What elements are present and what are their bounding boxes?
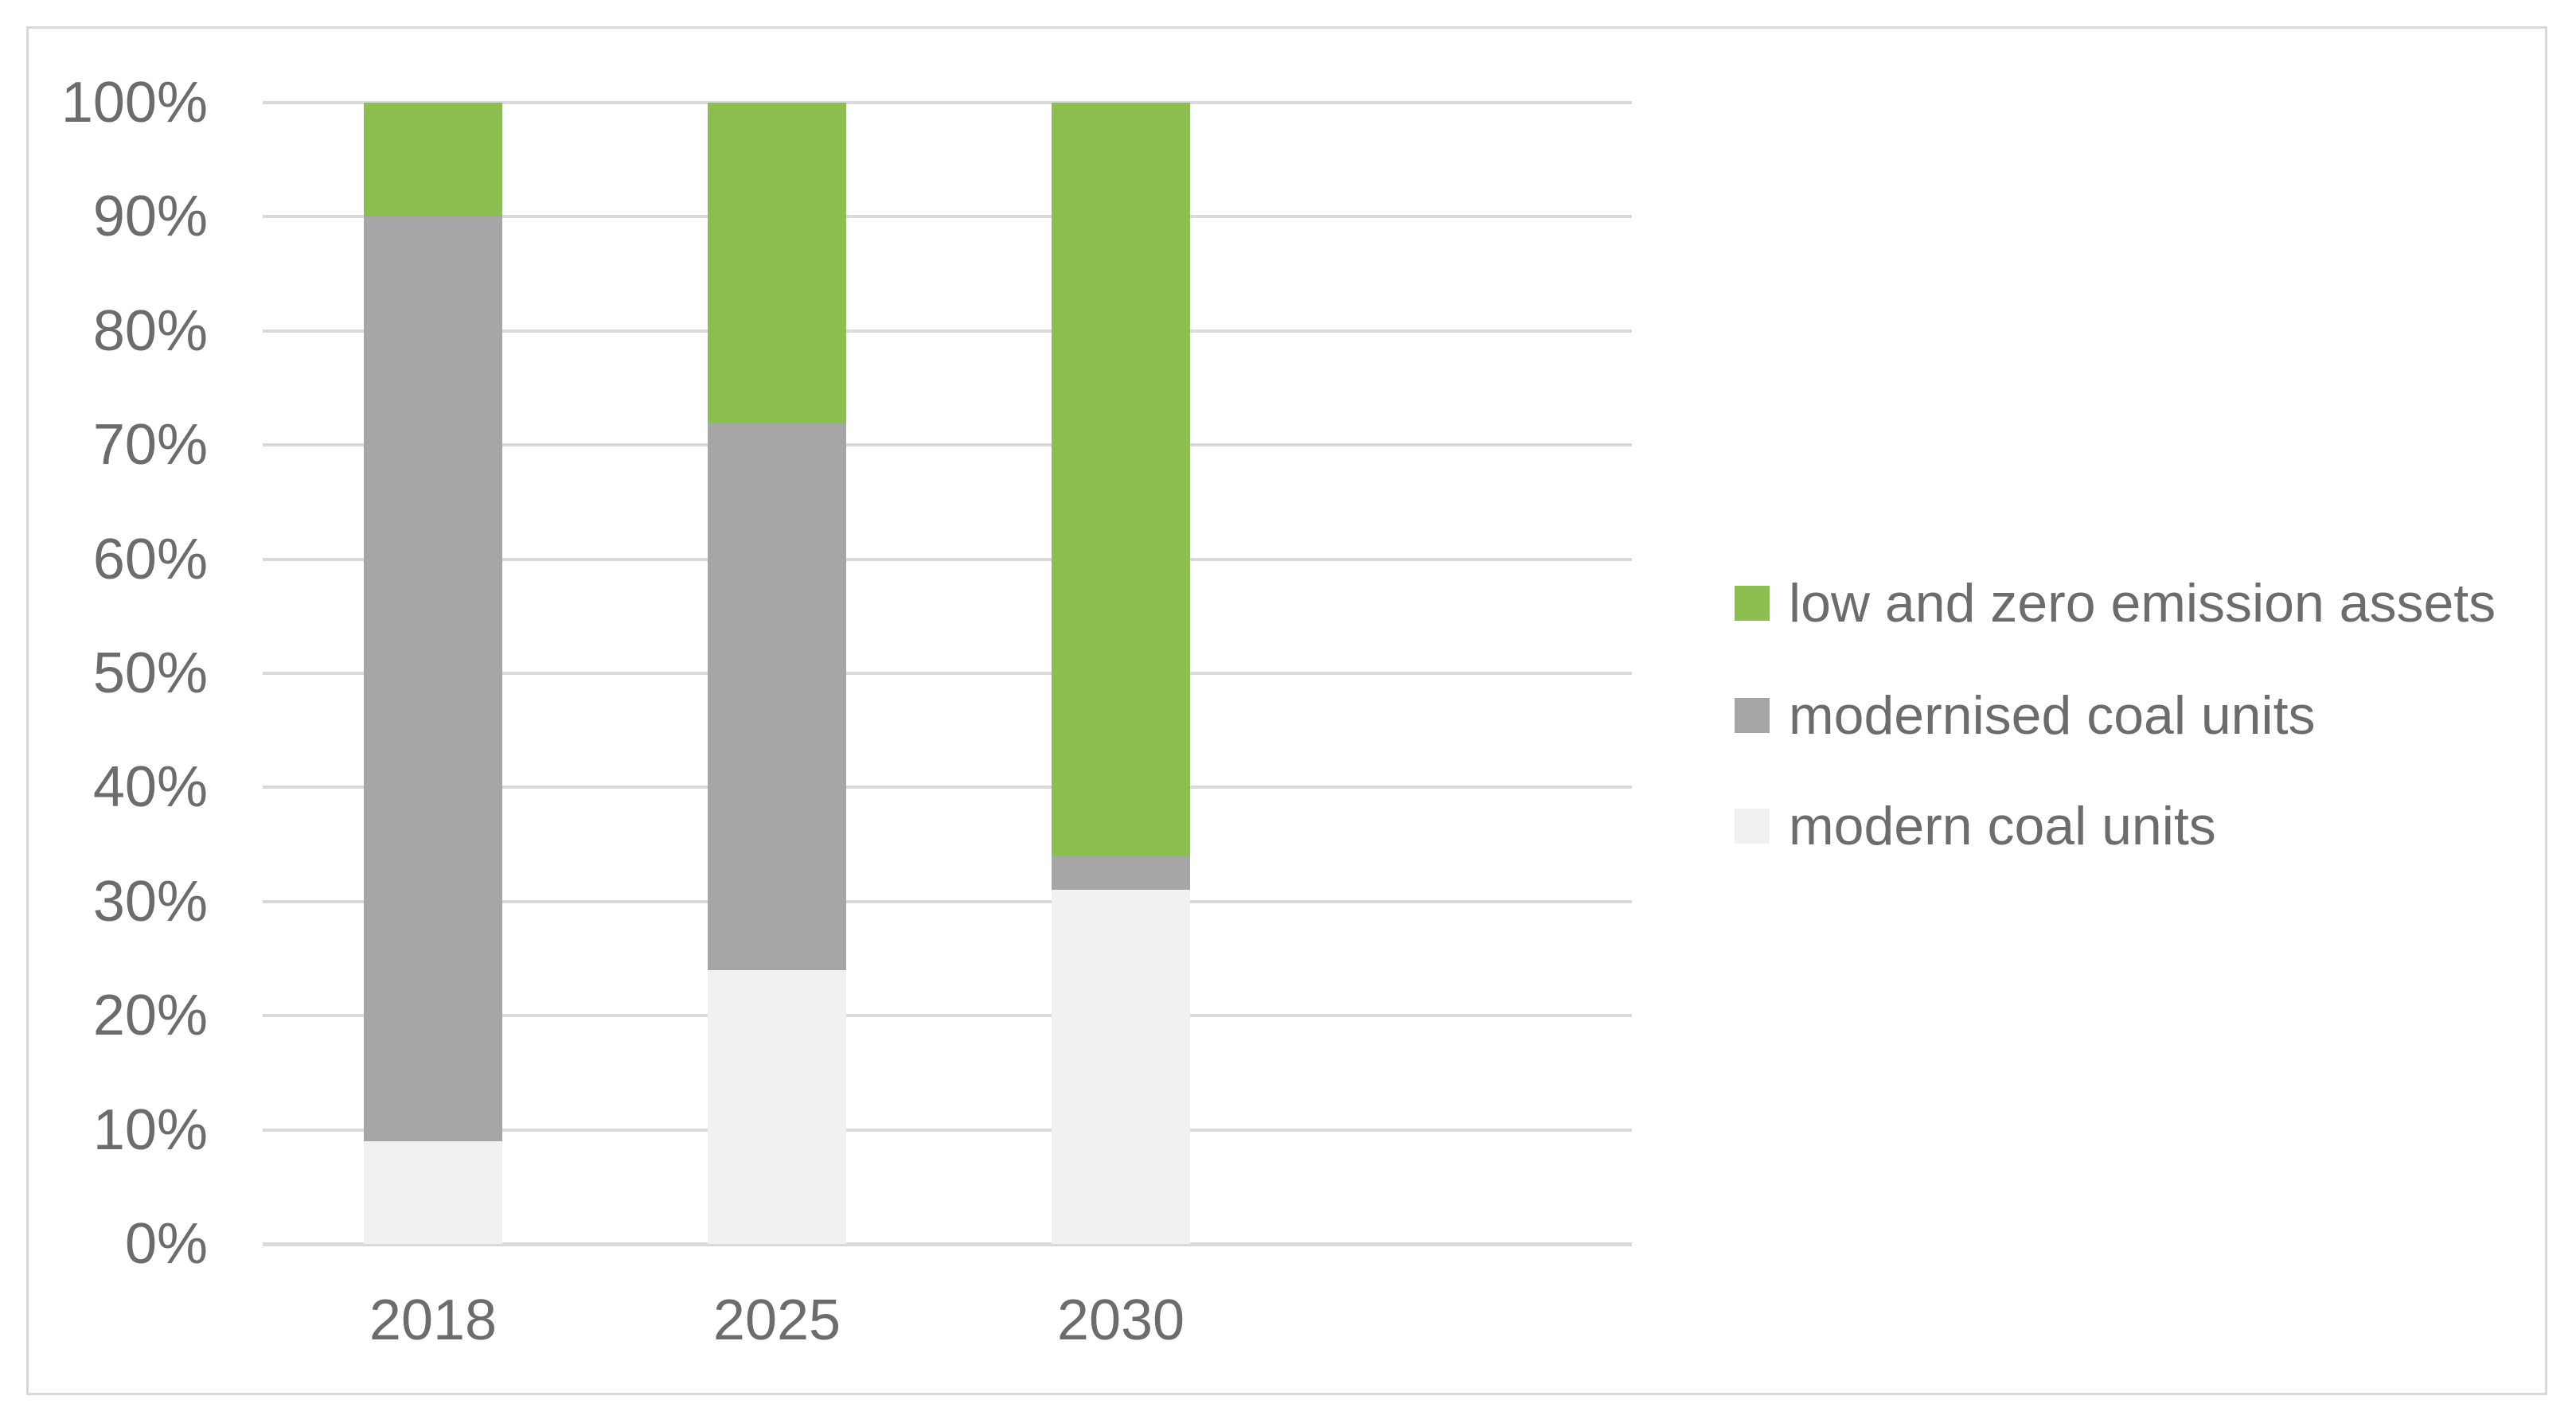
x-axis-category-label: 2030 [1056,1288,1185,1352]
bar-segment-2030-modern-coal-units [1052,890,1190,1244]
x-axis-category-label: 2025 [712,1288,841,1352]
bar-segment-2030-modernised-coal-units [1052,856,1190,890]
y-axis-tick-label: 60% [92,528,208,591]
gridline [263,329,1632,333]
gridline [263,900,1632,903]
bar-segment-2030-low-and-zero-emission-assets [1052,103,1190,856]
y-axis-tick-label: 50% [92,641,208,705]
gridline [263,786,1632,789]
y-axis-tick-label: 90% [92,185,208,248]
gridline [263,215,1632,218]
bar-segment-2025-modernised-coal-units [708,423,846,970]
legend-label: modern coal units [1789,796,2216,856]
y-axis-tick-label: 0% [124,1212,208,1276]
bar-segment-2018-modern-coal-units [364,1141,502,1244]
bar-segment-2025-modern-coal-units [708,970,846,1244]
legend-label: modernised coal units [1789,685,2316,746]
gridline [263,672,1632,675]
x-axis-line [263,1242,1632,1246]
gridline [263,558,1632,561]
gridline [263,443,1632,446]
legend-label: low and zero emission assets [1789,573,2496,634]
legend-swatch-modern-coal-units [1735,809,1770,844]
gridline [263,1014,1632,1017]
y-axis-tick-label: 70% [92,413,208,477]
bar-segment-2018-low-and-zero-emission-assets [364,103,502,216]
gridline [263,101,1632,104]
gridline [263,1129,1632,1132]
bar-segment-2025-low-and-zero-emission-assets [708,103,846,423]
y-axis-tick-label: 20% [92,984,208,1047]
y-axis-tick-label: 30% [92,870,208,934]
y-axis-tick-label: 10% [92,1098,208,1162]
legend-swatch-modernised-coal-units [1735,698,1770,733]
y-axis-tick-label: 40% [92,755,208,819]
chart-frame: 0% 10% 20% 30% 40% 50% 60% 70% 80% 90% 100% 2018 20… [26,26,2547,1395]
y-axis-tick-label: 80% [92,299,208,363]
x-axis-category-label: 2018 [369,1288,498,1352]
y-axis-tick-label: 100% [60,71,208,135]
bar-segment-2018-modernised-coal-units [364,216,502,1141]
legend-swatch-low-and-zero-emission-assets [1735,586,1770,621]
